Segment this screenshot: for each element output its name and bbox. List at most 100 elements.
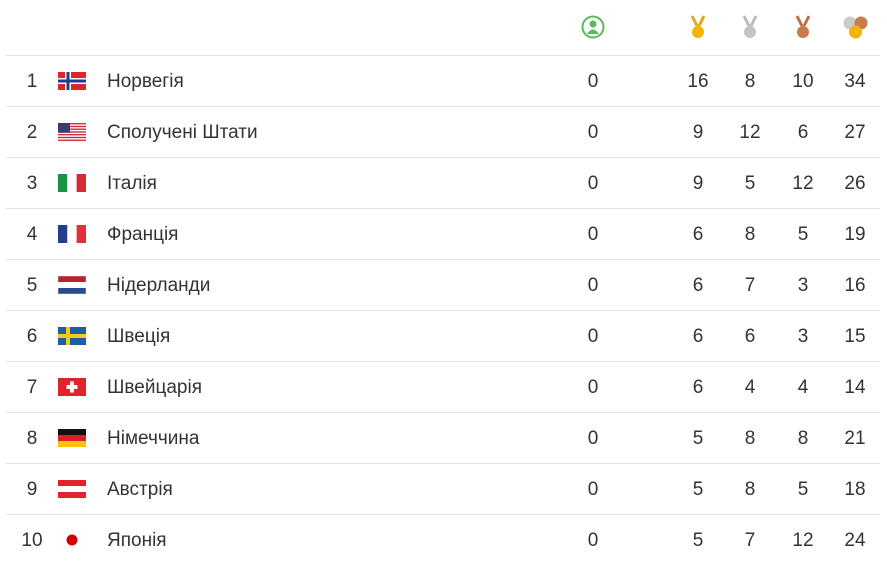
country: Сполучені Штати xyxy=(107,122,258,143)
table-row: 10 Японія 0 5 7 12 24 xyxy=(6,514,880,566)
bronze: 4 xyxy=(797,377,809,398)
bronze: 3 xyxy=(797,275,809,296)
flag xyxy=(58,276,86,294)
total: 15 xyxy=(844,326,866,347)
total: 19 xyxy=(844,224,866,245)
country: Норвегія xyxy=(107,71,184,92)
gold: 5 xyxy=(692,479,704,500)
rank: 8 xyxy=(26,428,38,449)
total: 16 xyxy=(844,275,866,296)
table-row: 7 Швейцарія 0 6 4 4 14 xyxy=(6,361,880,413)
participants: 0 xyxy=(587,428,599,449)
rank: 2 xyxy=(26,122,38,143)
participants: 0 xyxy=(587,71,599,92)
participants: 0 xyxy=(587,326,599,347)
participants: 0 xyxy=(587,530,599,551)
gold: 6 xyxy=(692,275,704,296)
rank: 10 xyxy=(21,530,43,551)
participants: 0 xyxy=(587,122,599,143)
rank: 4 xyxy=(26,224,38,245)
silver-icon xyxy=(742,15,758,38)
country: Швеція xyxy=(107,326,171,347)
flag-image xyxy=(58,123,86,141)
flag-image xyxy=(58,72,86,90)
total-icon xyxy=(843,16,868,39)
bronze: 3 xyxy=(797,326,809,347)
gold: 5 xyxy=(692,530,704,551)
rank: 9 xyxy=(26,479,38,500)
participants: 0 xyxy=(587,275,599,296)
country: Швейцарія xyxy=(107,377,202,398)
gold: 6 xyxy=(692,224,704,245)
flag xyxy=(58,378,86,396)
flag xyxy=(58,174,86,192)
flag xyxy=(58,72,86,90)
rank: 7 xyxy=(26,377,38,398)
table-row: 9 Австрія 0 5 8 5 18 xyxy=(6,463,880,515)
gold-icon xyxy=(690,15,706,38)
silver: 7 xyxy=(744,275,756,296)
silver: 12 xyxy=(739,122,761,143)
total: 18 xyxy=(844,479,866,500)
bronze: 8 xyxy=(797,428,809,449)
rank: 1 xyxy=(26,71,38,92)
country: Нідерланди xyxy=(107,275,211,296)
table-row: 3 Італія 0 9 5 12 26 xyxy=(6,157,880,209)
flag xyxy=(58,531,86,549)
bronze: 12 xyxy=(792,530,814,551)
flag-image xyxy=(58,225,86,243)
gold: 6 xyxy=(692,326,704,347)
participants: 0 xyxy=(587,377,599,398)
bronze: 6 xyxy=(797,122,809,143)
silver: 8 xyxy=(744,71,756,92)
total: 26 xyxy=(844,173,866,194)
participants: 0 xyxy=(587,224,599,245)
flag xyxy=(58,225,86,243)
participants-icon xyxy=(581,15,605,39)
flag-image xyxy=(58,174,86,192)
table-row: 6 Швеція 0 6 6 3 15 xyxy=(6,310,880,362)
flag xyxy=(58,480,86,498)
gold: 9 xyxy=(692,173,704,194)
rank: 3 xyxy=(26,173,38,194)
silver: 7 xyxy=(744,530,756,551)
bronze-icon xyxy=(795,15,811,38)
table-row: 4 Франція 0 6 8 5 19 xyxy=(6,208,880,260)
gold: 16 xyxy=(687,71,709,92)
gold: 6 xyxy=(692,377,704,398)
flag xyxy=(58,327,86,345)
table-row: 8 Німеччина 0 5 8 8 21 xyxy=(6,412,880,464)
bronze: 12 xyxy=(792,173,814,194)
silver: 4 xyxy=(744,377,756,398)
flag-image xyxy=(58,531,86,549)
total: 21 xyxy=(844,428,866,449)
bronze: 10 xyxy=(792,71,814,92)
silver: 8 xyxy=(744,428,756,449)
country: Японія xyxy=(107,530,167,551)
silver: 8 xyxy=(744,224,756,245)
silver: 8 xyxy=(744,479,756,500)
country: Італія xyxy=(107,173,157,194)
table-row: 5 Нідерланди 0 6 7 3 16 xyxy=(6,259,880,311)
table-row: 2 Сполучені Штати 0 9 12 6 27 xyxy=(6,106,880,158)
flag xyxy=(58,123,86,141)
flag-image xyxy=(58,378,86,396)
silver: 6 xyxy=(744,326,756,347)
gold: 9 xyxy=(692,122,704,143)
bronze: 5 xyxy=(797,224,809,245)
flag-image xyxy=(58,276,86,294)
bronze: 5 xyxy=(797,479,809,500)
total: 34 xyxy=(844,71,866,92)
silver: 5 xyxy=(744,173,756,194)
country: Франція xyxy=(107,224,179,245)
gold: 5 xyxy=(692,428,704,449)
flag-image xyxy=(58,480,86,498)
participants: 0 xyxy=(587,173,599,194)
flag xyxy=(58,429,86,447)
rank: 5 xyxy=(26,275,38,296)
total: 14 xyxy=(844,377,866,398)
table-row: 1 Норвегія 0 16 8 10 34 xyxy=(6,55,880,107)
total: 24 xyxy=(844,530,866,551)
rank: 6 xyxy=(26,326,38,347)
